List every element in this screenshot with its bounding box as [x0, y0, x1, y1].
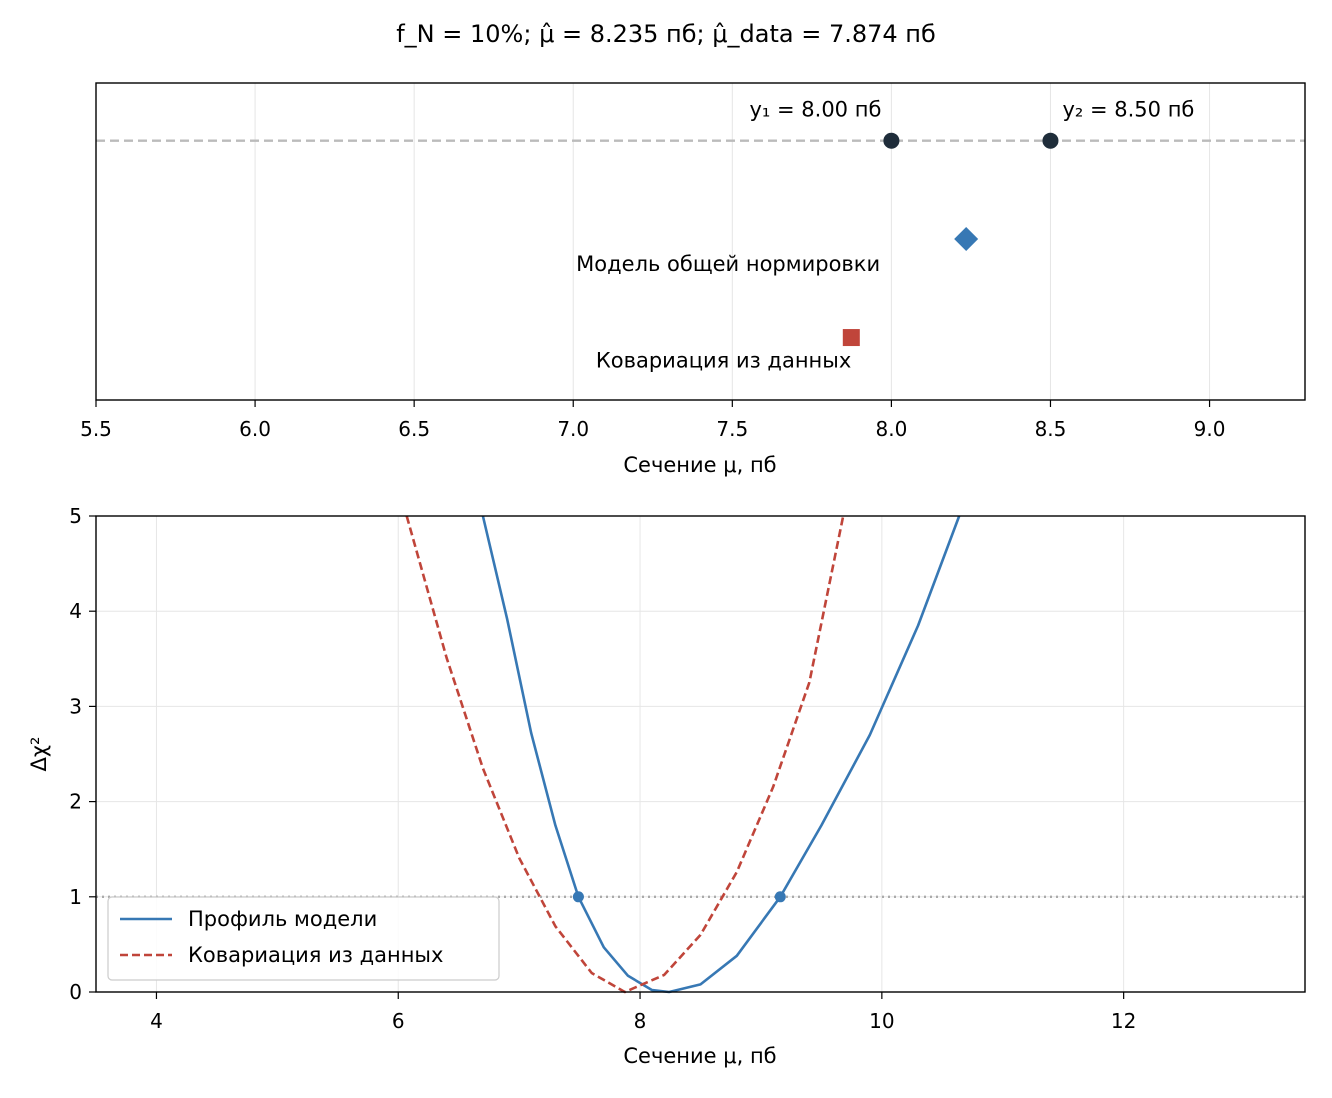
bottom-x-tick-label: 4: [150, 1009, 163, 1033]
bottom-x-tick-label: 10: [869, 1009, 894, 1033]
top-x-tick-label: 8.5: [1035, 417, 1067, 441]
top-x-tick-label: 6.5: [398, 417, 430, 441]
bottom-y-tick-label: 5: [69, 504, 82, 528]
legend-box: [107, 896, 500, 981]
top-panel-points: y₁ = 8.00 пб y₂ = 8.50 пб Модель общей нор…: [80, 82, 1306, 477]
bottom-x-ticks: 4 6 8 10 12: [150, 992, 1136, 1033]
measurement-label: y₁ = 8.00 пб: [749, 98, 881, 122]
bottom-x-tick-label: 12: [1111, 1009, 1136, 1033]
bottom-axes-frame: [95, 515, 1306, 993]
top-axes-frame: [95, 82, 1306, 401]
figure-title: f_N = 10%; μ̂ = 8.235 пб; μ̂_data = 7.87…: [396, 20, 936, 48]
intersection-point: [774, 891, 786, 903]
bottom-x-tick-label: 8: [634, 1009, 647, 1033]
measurement-point: [883, 132, 900, 149]
top-x-tick-label: 7.5: [716, 417, 748, 441]
bottom-y-tick-label: 0: [69, 980, 82, 1004]
data-estimate-label: Ковариация из данных: [596, 349, 851, 373]
bottom-y-ticks: 0 1 2 3 4 5: [69, 504, 96, 1004]
top-x-tick-label: 6.0: [239, 417, 271, 441]
legend-label: Ковариация из данных: [188, 943, 443, 967]
bottom-y-tick-label: 2: [69, 790, 82, 814]
top-x-tick-label: 5.5: [80, 417, 112, 441]
legend-label: Профиль модели: [188, 907, 377, 931]
bottom-y-tick-label: 3: [69, 694, 82, 718]
top-x-tick-label: 9.0: [1194, 417, 1226, 441]
data-estimate-marker: [842, 329, 860, 347]
bottom-y-tick-label: 4: [69, 599, 82, 623]
bottom-y-axis-label: Δχ²: [27, 737, 51, 772]
top-x-tick-label: 8.0: [875, 417, 907, 441]
top-x-axis-label: Сечение μ, пб: [623, 453, 776, 477]
model-estimate-label: Модель общей нормировки: [576, 252, 880, 276]
measurement-label: y₂ = 8.50 пб: [1062, 98, 1194, 122]
bottom-x-tick-label: 6: [392, 1009, 405, 1033]
model-estimate-marker: [954, 226, 979, 251]
top-x-ticks: 5.5 6.0 6.5 7.0 7.5 8.0 8.5 9.0: [80, 400, 1225, 441]
bottom-x-axis-label: Сечение μ, пб: [623, 1044, 776, 1068]
intersection-point: [572, 891, 584, 903]
top-marks: y₁ = 8.00 пб y₂ = 8.50 пб Модель общей нор…: [96, 98, 1305, 373]
bottom-y-tick-label: 1: [69, 885, 82, 909]
measurement-point: [1042, 132, 1059, 149]
model-profile-curve: [481, 515, 961, 994]
legend: Профиль модели Ковариация из данных: [107, 896, 500, 981]
top-x-tick-label: 7.0: [557, 417, 589, 441]
